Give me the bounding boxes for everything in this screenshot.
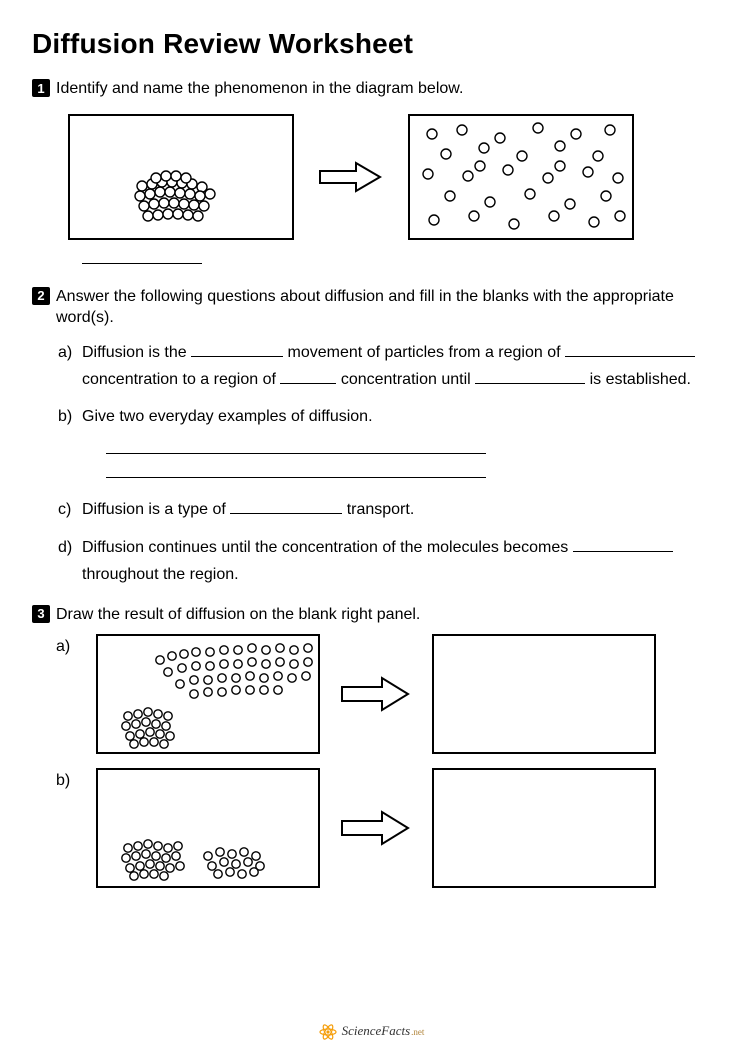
question-3: 3 Draw the result of diffusion on the bl… (32, 604, 710, 626)
q2c-label: c) (58, 496, 82, 523)
q2-sublist: a) Diffusion is the movement of particle… (58, 339, 710, 588)
q3a-label: a) (56, 638, 78, 656)
q1-left-particles (70, 116, 292, 238)
q3b-particles (98, 770, 318, 886)
q2b-label: b) (58, 403, 82, 430)
arrow-icon (316, 157, 386, 197)
q3a-particles (98, 636, 318, 752)
q2a-t4: concentration until (341, 371, 475, 388)
q2a-label: a) (58, 339, 82, 366)
q2a-blank2[interactable] (565, 341, 695, 357)
q3b-row: b) (56, 768, 710, 888)
q3b-right-panel[interactable] (432, 768, 656, 888)
q2d-blank[interactable] (573, 536, 673, 552)
q2c-t1: Diffusion is a type of (82, 501, 230, 518)
q1-right-particles (410, 116, 632, 238)
q3-number: 3 (32, 605, 50, 623)
q2d: d) Diffusion continues until the concent… (58, 534, 710, 588)
q2-intro: Answer the following questions about dif… (56, 286, 710, 329)
q1-answer-blank[interactable] (82, 250, 202, 264)
q2d-label: d) (58, 534, 82, 561)
q2a-blank4[interactable] (475, 368, 585, 384)
q1-left-panel (68, 114, 294, 240)
q1-diagram-row (68, 114, 710, 240)
footer-suffix: .net (411, 1027, 424, 1037)
footer-brand: ScienceFacts.net (0, 1022, 742, 1042)
q2a: a) Diffusion is the movement of particle… (58, 339, 710, 393)
question-2: 2 Answer the following questions about d… (32, 286, 710, 329)
q2a-t3: concentration to a region of (82, 371, 280, 388)
q2b-blank2[interactable] (106, 462, 486, 478)
q2d-t2: throughout the region. (82, 566, 239, 583)
q2a-blank3[interactable] (280, 368, 336, 384)
q3b-label: b) (56, 772, 78, 790)
q2b-blank1[interactable] (106, 438, 486, 454)
q2c: c) Diffusion is a type of transport. (58, 496, 710, 523)
q2d-t1: Diffusion continues until the concentrat… (82, 539, 573, 556)
footer-text: ScienceFacts (342, 1023, 411, 1038)
q1-text: Identify and name the phenomenon in the … (56, 78, 463, 100)
q3b-left-panel (96, 768, 320, 888)
arrow-icon (338, 806, 414, 850)
q3a-right-panel[interactable] (432, 634, 656, 754)
page-title: Diffusion Review Worksheet (32, 28, 710, 60)
q2b-text: Give two everyday examples of diffusion. (82, 408, 373, 425)
arrow-icon (338, 672, 414, 716)
q2a-t1: Diffusion is the (82, 344, 191, 361)
q3a-row: a) (56, 634, 710, 754)
q3a-left-panel (96, 634, 320, 754)
q2c-blank[interactable] (230, 498, 342, 514)
q2a-blank1[interactable] (191, 341, 283, 357)
q3-text: Draw the result of diffusion on the blan… (56, 604, 420, 626)
q2b: b) Give two everyday examples of diffusi… (58, 403, 710, 486)
q1-right-panel (408, 114, 634, 240)
q1-number: 1 (32, 79, 50, 97)
atom-icon (318, 1022, 338, 1042)
q2a-t5: is established. (590, 371, 691, 388)
q2c-t2: transport. (347, 501, 415, 518)
q2-number: 2 (32, 287, 50, 305)
question-1: 1 Identify and name the phenomenon in th… (32, 78, 710, 100)
q2a-t2: movement of particles from a region of (288, 344, 565, 361)
